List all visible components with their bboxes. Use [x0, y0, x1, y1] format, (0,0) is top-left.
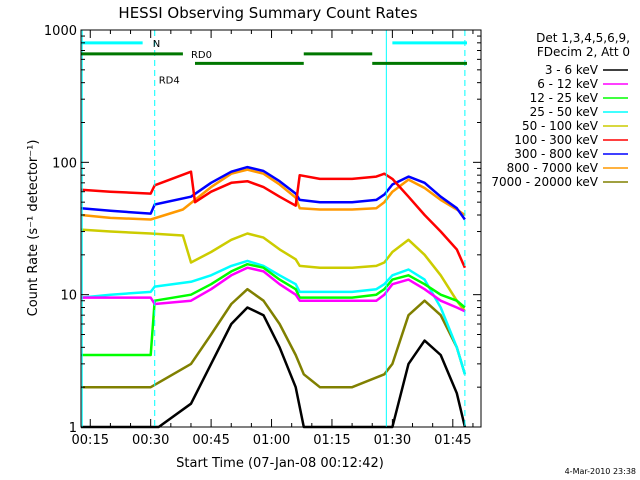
series-layer — [80, 165, 467, 429]
legend-header-line-2: FDecim 2, Att 0 — [537, 45, 630, 59]
annotation-label-rd0: RD0 — [191, 50, 212, 61]
legend-entry-label: 800 - 7000 keV — [507, 161, 599, 175]
y-axis-label: Count Rate (s⁻¹ detector⁻¹) — [26, 140, 41, 317]
x-tick-label: 01:30 — [374, 433, 411, 448]
chart-title: HESSI Observing Summary Count Rates — [118, 4, 417, 22]
annotation-layer: N RD0 RD4 — [81, 30, 467, 427]
series-line — [81, 287, 467, 389]
legend-entry-label: 50 - 100 keV — [522, 119, 599, 133]
series-line — [81, 306, 467, 429]
series-line — [80, 228, 466, 312]
series-line — [80, 259, 467, 375]
x-axis: 00:15 00:30 00:45 01:00 01:15 01:30 01:45 — [72, 30, 474, 448]
legend-entry-label: 3 - 6 keV — [545, 63, 599, 77]
x-tick-label: 01:00 — [253, 433, 290, 448]
x-tick-label: 00:30 — [132, 433, 169, 448]
x-tick-label: 00:45 — [192, 433, 229, 448]
timestamp-footer: 4-Mar-2010 23:38 — [565, 467, 636, 476]
legend: Det 1,3,4,5,6,9, FDecim 2, Att 0 3 - 6 k… — [491, 31, 630, 189]
series-line — [81, 266, 466, 313]
x-tick-label: 01:15 — [313, 433, 350, 448]
x-tick-label: 01:45 — [434, 433, 471, 448]
legend-entry-label: 7000 - 20000 keV — [491, 175, 598, 189]
legend-entry-label: 300 - 800 keV — [514, 147, 598, 161]
y-tick-label: 1000 — [44, 24, 77, 39]
series-line — [81, 262, 466, 357]
legend-entry-label: 6 - 12 keV — [537, 77, 599, 91]
series-line — [80, 168, 466, 221]
y-tick-label: 10 — [60, 289, 77, 304]
y-axis: 1 10 100 1000 — [44, 24, 481, 436]
plot-frame — [80, 29, 482, 428]
x-axis-label: Start Time (07-Jan-08 00:12:42) — [176, 456, 384, 471]
legend-entry-label: 12 - 25 keV — [530, 91, 599, 105]
x-tick-label: 00:15 — [72, 433, 109, 448]
y-tick-label: 100 — [52, 156, 77, 171]
series-line — [80, 170, 467, 269]
annotation-label-n: N — [153, 39, 160, 50]
annotation-label-rd4: RD4 — [159, 75, 180, 86]
legend-entry-label: 100 - 300 keV — [514, 133, 598, 147]
legend-entry-label: 25 - 50 keV — [530, 105, 599, 119]
plot-area: N RD0 RD4 — [80, 30, 467, 429]
y-tick-label: 1 — [69, 421, 77, 436]
legend-header-line-1: Det 1,3,4,5,6,9, — [536, 31, 630, 45]
